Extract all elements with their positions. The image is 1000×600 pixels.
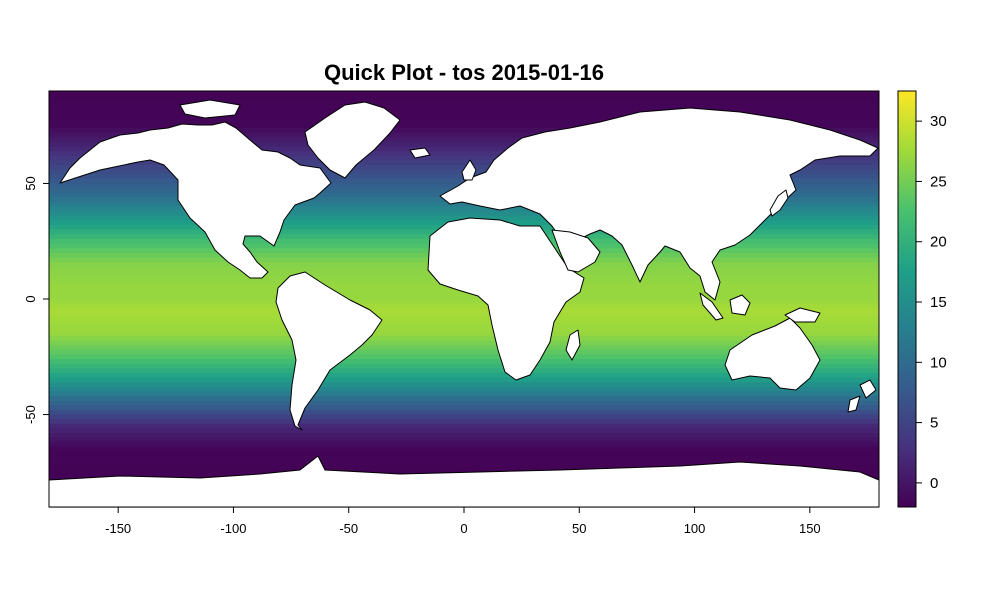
colorbar-tick-label: 10: [930, 354, 947, 371]
sst-band: [49, 151, 879, 157]
sst-band: [49, 137, 879, 143]
sst-band: [49, 312, 879, 319]
x-tick-label: 100: [684, 521, 706, 536]
sst-band: [49, 308, 879, 314]
y-tick-label: 50: [23, 176, 38, 190]
land-australia: [724, 317, 821, 391]
sst-band: [49, 409, 879, 416]
y-tick-label: -50: [23, 405, 38, 424]
x-tick-label: -100: [220, 521, 246, 536]
sst-band: [49, 141, 879, 148]
sst-band: [49, 386, 879, 393]
sst-band: [49, 433, 879, 439]
sst-band: [49, 91, 879, 97]
land-greenland: [304, 101, 401, 179]
sst-band: [49, 114, 879, 120]
colorbar-tick-label: 25: [930, 173, 947, 190]
sst-band: [49, 396, 879, 402]
colorbar-tick-label: 15: [930, 294, 947, 311]
sst-band: [49, 294, 879, 300]
colorbar: [897, 90, 917, 508]
land-sumatra: [699, 292, 724, 321]
sst-band: [49, 109, 879, 115]
sst-band: [49, 164, 879, 171]
sst-band: [49, 299, 879, 305]
land-new-zealand: [847, 379, 877, 413]
colorbar-ticks: 0 5 10 15 20 25 30: [916, 113, 947, 492]
sst-band: [49, 95, 879, 101]
sst-band: [49, 405, 879, 411]
sst-band: [49, 349, 879, 356]
x-tick-label: -50: [339, 521, 358, 536]
x-tick-label: -150: [105, 521, 131, 536]
land-japan: [769, 189, 789, 217]
land-madagascar: [565, 329, 581, 361]
sst-band: [49, 382, 879, 388]
sst-band: [49, 368, 879, 374]
sst-band: [49, 442, 879, 448]
colorbar-tick-label: 0: [930, 475, 938, 492]
y-tick-label: 0: [23, 295, 38, 302]
land-arctic-islands: [179, 99, 241, 119]
colorbar-tick-label: 30: [930, 113, 947, 130]
x-tick-label: 50: [572, 521, 586, 536]
sst-band: [49, 132, 879, 138]
sst-band: [49, 377, 879, 383]
sst-band: [49, 372, 879, 379]
land-new-guinea: [784, 307, 821, 323]
plot-title: Quick Plot - tos 2015-01-16: [324, 60, 604, 85]
sst-band: [49, 331, 879, 337]
sst-band: [49, 146, 879, 152]
sst-band: [49, 303, 879, 309]
sst-band: [49, 446, 879, 453]
sst-band: [49, 322, 879, 328]
sst-band: [49, 419, 879, 425]
sst-band: [49, 155, 879, 161]
sst-band: [49, 211, 879, 217]
sst-band: [49, 354, 879, 360]
sst-band: [49, 201, 879, 208]
sst-band: [49, 359, 879, 365]
sst-band: [49, 335, 879, 342]
colorbar-tick-label: 5: [930, 415, 938, 432]
land-masses: [48, 99, 880, 508]
sst-band: [49, 456, 879, 462]
sst-band: [49, 423, 879, 430]
land-south-america: [275, 271, 383, 431]
land-arabia: [551, 229, 601, 273]
axes: -150 -100 -50 0 50 100 150 -50 0 50: [23, 176, 821, 536]
sst-band: [49, 118, 879, 124]
sst-band: [49, 289, 879, 295]
sst-band: [49, 100, 879, 106]
x-tick-label: 150: [799, 521, 821, 536]
sst-band: [49, 400, 879, 406]
sst-band: [49, 123, 879, 129]
sst-band: [49, 215, 879, 222]
land-borneo: [729, 294, 751, 316]
sst-band: [49, 460, 879, 466]
map-frame: [48, 90, 880, 508]
land-africa: [427, 217, 585, 381]
sst-band: [49, 451, 879, 457]
colorbar-tick-label: 20: [930, 234, 947, 251]
sst-band: [49, 391, 879, 397]
sst-band: [49, 345, 879, 351]
sst-band: [49, 428, 879, 434]
sst-band: [49, 127, 879, 134]
sst-band: [49, 326, 879, 332]
sst-band: [49, 437, 879, 443]
land-great-britain: [461, 159, 477, 181]
x-tick-label: 0: [460, 521, 467, 536]
sst-band: [49, 465, 879, 471]
sst-band: [49, 104, 879, 111]
sst-band: [49, 414, 879, 420]
sst-band: [49, 363, 879, 369]
sst-band: [49, 340, 879, 346]
sst-band: [49, 206, 879, 212]
land-iceland: [409, 147, 431, 159]
sst-band: [49, 160, 879, 166]
land-north-america: [59, 121, 332, 279]
sst-band: [49, 317, 879, 323]
